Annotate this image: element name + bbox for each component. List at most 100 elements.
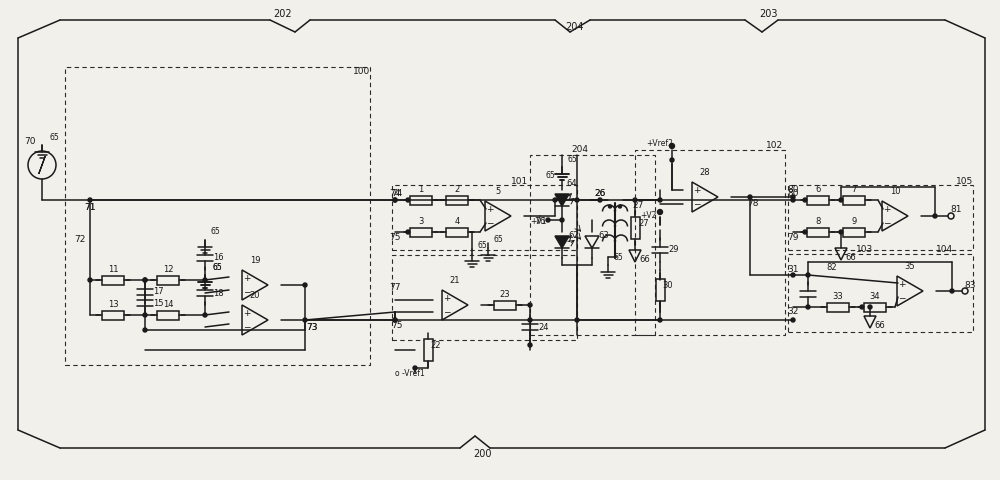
Text: 32: 32 [787,308,799,316]
Text: 74: 74 [389,189,401,197]
Text: 21: 21 [450,276,460,285]
Circle shape [143,278,147,282]
Text: 65: 65 [545,171,555,180]
Circle shape [791,198,795,202]
Text: 65: 65 [493,236,503,244]
Circle shape [806,305,810,309]
Text: +: + [883,205,891,214]
Bar [65,67,370,365]
Bar [446,195,468,204]
Text: 105: 105 [956,177,974,185]
Text: 16: 16 [213,253,224,263]
Text: 18: 18 [213,288,224,298]
Bar [102,276,124,285]
Bar [788,185,973,250]
Text: 23: 23 [500,290,510,299]
Text: 81: 81 [950,205,962,215]
Text: 1: 1 [418,185,424,194]
Text: 26: 26 [594,189,606,197]
Circle shape [839,198,843,202]
Text: 10: 10 [890,187,900,196]
Text: 65: 65 [212,263,222,272]
Bar [530,155,655,335]
Text: −: − [443,307,451,316]
Bar [788,254,973,332]
Text: 79: 79 [787,233,799,242]
Text: 7: 7 [851,185,857,194]
Text: 6: 6 [815,185,821,194]
Text: +: + [898,280,906,289]
Circle shape [303,318,307,322]
Text: 5: 5 [495,187,501,196]
Text: −: − [243,287,251,296]
Text: −: − [693,199,701,208]
Bar [827,302,849,312]
Circle shape [658,209,662,215]
Text: 11: 11 [108,265,118,274]
Bar [843,195,865,204]
Bar [864,302,886,312]
Text: +: + [243,309,251,318]
Bar [157,276,179,285]
Circle shape [933,214,937,218]
Circle shape [203,278,207,282]
Circle shape [950,289,954,293]
Text: 65: 65 [212,263,222,272]
Bar [807,195,829,204]
Bar [631,217,640,239]
Bar [392,255,577,340]
Circle shape [791,195,795,199]
Text: 27: 27 [632,202,644,211]
Text: +: + [486,205,494,214]
Circle shape [633,198,637,202]
Circle shape [413,366,417,370]
Circle shape [803,230,807,234]
Bar [424,339,432,361]
Circle shape [546,218,550,222]
Text: 78: 78 [747,200,759,208]
Circle shape [806,273,810,277]
Text: 20: 20 [250,291,260,300]
Text: 66: 66 [875,322,885,331]
Text: 202: 202 [274,9,292,19]
Text: 35: 35 [905,262,915,271]
Text: 66: 66 [640,254,650,264]
Circle shape [658,318,662,322]
Bar [410,228,432,237]
Polygon shape [555,194,569,206]
Text: 9: 9 [851,217,857,226]
Text: 71: 71 [84,204,96,213]
Text: −: − [883,218,891,227]
Circle shape [860,305,864,309]
Text: +: + [443,294,451,303]
Bar [102,311,124,320]
Text: 14: 14 [163,300,173,309]
Text: 27: 27 [639,219,649,228]
Text: 204: 204 [572,145,588,155]
Text: −: − [243,322,251,331]
Bar [157,311,179,320]
Text: 65: 65 [210,228,220,237]
Text: 22: 22 [431,341,441,350]
Bar [494,300,516,310]
Text: 29: 29 [668,245,678,254]
Circle shape [658,198,662,202]
Polygon shape [555,236,569,248]
Text: 17: 17 [153,288,164,297]
Text: 64: 64 [567,180,577,189]
Circle shape [839,230,843,234]
Text: 33: 33 [833,292,843,301]
Bar [635,150,785,335]
Bar [843,228,865,237]
Circle shape [143,313,147,317]
Text: 8: 8 [815,217,821,226]
Text: 66: 66 [846,253,856,263]
Text: 15: 15 [153,299,164,308]
Text: 31: 31 [787,265,799,275]
Text: +V2: +V2 [640,211,656,219]
Circle shape [791,318,795,322]
Text: 4: 4 [454,217,460,226]
Circle shape [88,278,92,282]
Text: 73: 73 [306,323,318,332]
Text: 80: 80 [787,189,799,197]
